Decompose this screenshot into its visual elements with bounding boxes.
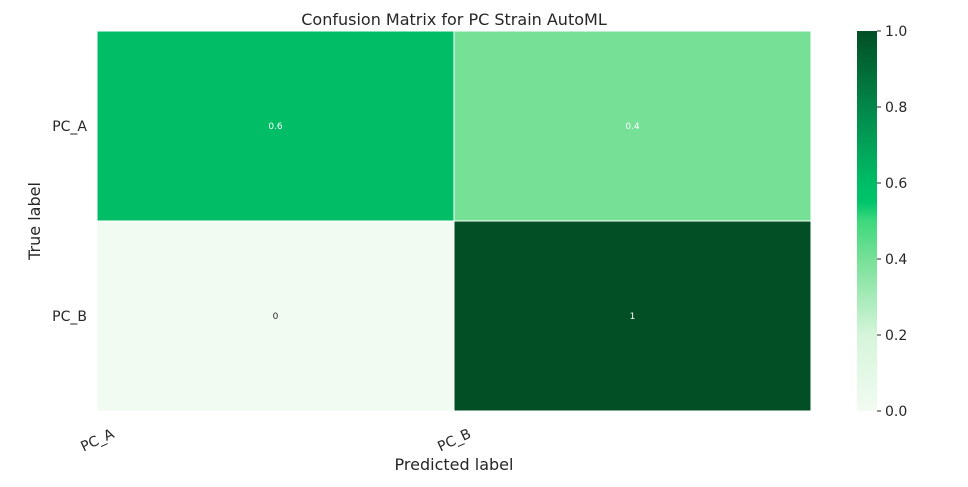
colorbar-tick-label-4: 0.8: [885, 100, 907, 116]
cell-value-label-0-0: 0.6: [268, 122, 283, 132]
x-axis-label: Predicted label: [395, 455, 514, 474]
colorbar-tick-label-1: 0.2: [885, 328, 907, 344]
colorbar-tick-label-5: 1.0: [885, 24, 907, 40]
chart-title: Confusion Matrix for PC Strain AutoML: [301, 10, 607, 29]
heatmap-cell-1-1: [453, 220, 812, 412]
colorbar-tick-label-0: 0.0: [885, 404, 907, 420]
y-tick-label-0: PC_A: [52, 119, 87, 135]
cell-value-label-1-1: 1: [630, 312, 636, 322]
cell-value-label-0-1: 0.4: [625, 122, 640, 132]
cell-value-label-1-0: 0: [273, 312, 279, 322]
colorbar: [857, 31, 877, 411]
heatmap-cell-0-0: [96, 30, 455, 222]
heatmap-cell-1-0: [96, 220, 455, 412]
y-tick-labels: PC_A PC_B: [52, 119, 87, 325]
heatmap-cell-0-1: [453, 30, 812, 222]
colorbar-tick-label-3: 0.6: [885, 176, 907, 192]
x-tick-label-1: PC_B: [435, 426, 473, 455]
colorbar-tick-label-2: 0.4: [885, 252, 907, 268]
x-tick-labels: PC_A PC_B: [78, 426, 473, 455]
x-tick-label-0: PC_A: [78, 426, 117, 455]
colorbar-ticks: 0.0 0.2 0.4 0.6 0.8 1.0: [877, 24, 907, 420]
y-axis-label: True label: [25, 182, 44, 261]
heatmap-cells: 0.6 0.4 0 1: [96, 30, 812, 412]
y-tick-label-1: PC_B: [52, 309, 87, 325]
